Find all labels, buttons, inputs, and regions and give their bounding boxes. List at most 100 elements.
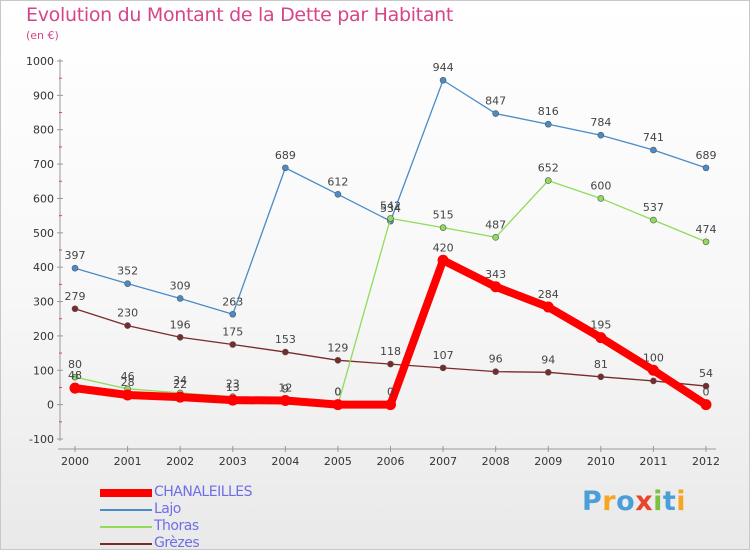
- data-label: 195: [590, 319, 611, 332]
- legend-item: CHANALEILLES: [100, 484, 320, 501]
- data-point: [229, 341, 237, 348]
- logo-letter: t: [662, 486, 677, 517]
- data-label: 0: [703, 386, 710, 399]
- y-tick-label: 700: [33, 158, 54, 171]
- data-label: 0: [387, 386, 394, 399]
- legend-label: Thoras: [154, 518, 199, 534]
- legend-swatch: [100, 508, 152, 511]
- data-label: 13: [226, 381, 240, 394]
- data-label: 107: [433, 349, 454, 362]
- y-tick-label: 900: [33, 89, 54, 102]
- data-point: [700, 399, 712, 411]
- data-label: 48: [68, 369, 82, 382]
- y-tick-label: 600: [33, 192, 54, 205]
- x-tick-label: 2003: [219, 455, 247, 468]
- data-point: [174, 391, 186, 403]
- data-label: 542: [380, 199, 401, 212]
- data-point: [124, 322, 131, 329]
- x-tick-label: 2000: [61, 455, 89, 468]
- data-point: [69, 382, 81, 394]
- data-label: 944: [433, 61, 454, 74]
- logo-letter: P: [582, 486, 603, 517]
- data-point: [702, 238, 710, 246]
- data-point: [385, 399, 396, 411]
- data-point: [650, 146, 657, 154]
- x-tick-label: 2012: [692, 455, 720, 468]
- data-point: [492, 233, 499, 241]
- data-label: 397: [65, 249, 86, 262]
- legend-label: Lajo: [154, 501, 181, 517]
- data-label: 474: [696, 223, 717, 236]
- data-point: [437, 254, 449, 266]
- data-point: [387, 215, 394, 222]
- data-point: [544, 120, 552, 128]
- data-label: 100: [643, 351, 664, 364]
- logo-letter: i: [676, 486, 687, 517]
- data-point: [334, 191, 342, 198]
- chart-unit-label: (en €): [26, 29, 59, 42]
- data-point: [492, 110, 499, 117]
- data-label: 515: [433, 209, 454, 222]
- data-label: 352: [117, 265, 138, 278]
- data-point: [229, 310, 237, 318]
- data-point: [490, 281, 502, 293]
- chart-title: Evolution du Montant de la Dette par Hab…: [26, 4, 454, 26]
- logo-letter: x: [635, 486, 654, 517]
- data-point: [334, 357, 342, 364]
- logo-letter: o: [616, 486, 636, 517]
- data-label: 94: [541, 353, 555, 366]
- data-label: 196: [170, 318, 191, 331]
- data-label: 22: [173, 378, 187, 391]
- data-point: [542, 301, 554, 313]
- legend-swatch: [100, 525, 152, 528]
- data-point: [71, 305, 79, 313]
- data-label: 118: [380, 345, 401, 358]
- legend-swatch: [100, 542, 152, 545]
- x-tick-label: 2011: [639, 455, 667, 468]
- x-tick-label: 2008: [482, 455, 510, 468]
- data-point: [702, 164, 710, 172]
- data-label: 847: [485, 95, 506, 108]
- legend-item: Lajo: [100, 501, 320, 518]
- data-label: 96: [489, 353, 503, 366]
- x-tick-label: 2001: [114, 455, 142, 468]
- data-point: [176, 295, 184, 302]
- data-label: 343: [485, 268, 506, 281]
- data-point: [439, 224, 447, 231]
- data-label: 0: [334, 386, 341, 399]
- data-label: 652: [538, 162, 559, 175]
- x-tick-label: 2006: [377, 455, 405, 468]
- data-label: 153: [275, 333, 296, 346]
- x-tick-label: 2010: [587, 455, 615, 468]
- data-label: 230: [117, 307, 138, 320]
- data-point: [597, 373, 605, 381]
- legend-item: Grèzes: [100, 535, 320, 552]
- data-point: [279, 395, 291, 407]
- data-point: [282, 164, 289, 172]
- data-label: 28: [121, 376, 135, 389]
- data-label: 487: [485, 218, 506, 231]
- data-label: 537: [643, 201, 664, 214]
- data-point: [544, 369, 552, 376]
- data-point: [122, 389, 134, 401]
- data-point: [650, 377, 657, 385]
- data-label: 129: [327, 341, 348, 354]
- data-point: [544, 177, 552, 184]
- x-tick-label: 2004: [271, 455, 299, 468]
- data-point: [647, 364, 659, 376]
- data-label: 420: [433, 241, 454, 254]
- x-tick-label: 2009: [534, 455, 562, 468]
- x-tick-label: 2002: [166, 455, 194, 468]
- x-tick-label: 2007: [429, 455, 457, 468]
- y-tick-label: 800: [33, 124, 54, 137]
- data-point: [595, 332, 607, 344]
- data-label: 0: [334, 386, 341, 399]
- data-point: [439, 76, 447, 84]
- data-label: 309: [170, 279, 191, 292]
- data-label: 612: [327, 175, 348, 188]
- data-point: [597, 131, 605, 139]
- data-point: [71, 373, 79, 381]
- data-point: [702, 382, 710, 390]
- y-tick-label: 1000: [26, 55, 54, 68]
- data-point: [71, 264, 79, 272]
